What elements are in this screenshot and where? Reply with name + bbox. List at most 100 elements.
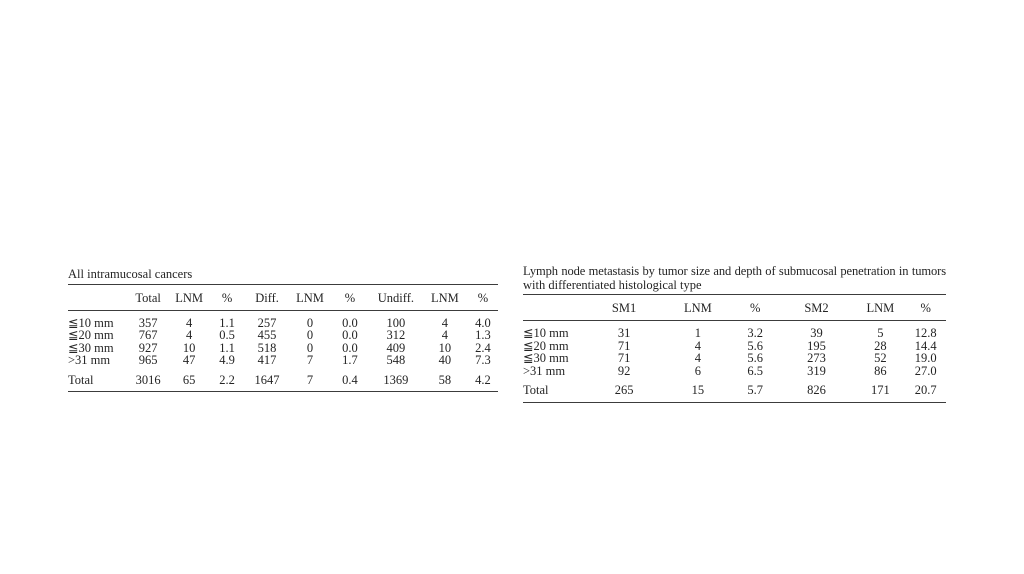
data-cell: 0.4 (329, 366, 370, 392)
data-cell: 417 (257, 353, 277, 367)
column-header: % (467, 284, 498, 311)
row-label: >31 mm (523, 363, 566, 378)
row-label: ≦30 mm (523, 351, 569, 365)
data-cell: 1.1 (219, 340, 235, 355)
data-cell: 319 (807, 363, 826, 378)
table-lymph-node-metastasis-submucosal: Lymph node metastasis by tumor size and … (523, 264, 946, 403)
row-label-header (68, 284, 129, 311)
table-row: ≦30 mm 71 4 5.6 273 52 19.0 (523, 352, 946, 365)
data-cell: 6.5 (747, 363, 763, 378)
data-cell: 20.7 (905, 377, 946, 403)
data-cell: 92 (617, 363, 631, 378)
data-cell: 19.0 (914, 351, 937, 365)
column-header: LNM (290, 284, 330, 311)
data-cell: 4 (694, 351, 702, 365)
data-cell: 0 (306, 328, 314, 342)
table-all-intramucosal-cancers: All intramucosal cancers Total LNM% Diff. L… (68, 267, 498, 392)
data-cell: 10 (182, 340, 196, 355)
caption-line: All intramucosal cancers (68, 267, 193, 281)
data-cell: 100 (386, 315, 406, 330)
data-cell: 5.6 (747, 351, 763, 365)
data-cell: 4.9 (219, 353, 235, 367)
column-header: Undiff. (369, 284, 422, 311)
data-cell: 826 (777, 377, 856, 403)
caption-line: Lymph node metastasis by tumor size and … (523, 264, 946, 278)
data-cell: 4.0 (475, 315, 491, 330)
data-cell: 0 (306, 315, 314, 330)
data-cell: 4 (441, 328, 448, 342)
data-cell: 518 (257, 340, 277, 355)
table-row: ≦10 mm 31 1 3.2 39 5 12.8 (523, 321, 946, 340)
data-cell: 927 (138, 340, 158, 355)
table-row: >31 mm 92 6 6.5 319 86 27.0 (523, 363, 946, 378)
data-cell: 5.6 (747, 338, 763, 353)
column-header: Total (128, 284, 169, 311)
row-label: ≦10 mm (68, 315, 114, 330)
data-cell: 5.7 (732, 377, 778, 403)
column-header: Diff. (244, 284, 291, 311)
column-header: LNM (421, 284, 468, 311)
data-cell: 7.3 (475, 353, 491, 367)
data-cell: 965 (138, 353, 158, 367)
column-header: % (905, 295, 946, 321)
data-cell: 265 (585, 377, 663, 403)
row-label: ≦10 mm (523, 326, 569, 340)
data-cell: 357 (138, 315, 158, 330)
data-cell: 65 (168, 366, 211, 392)
column-header: SM2 (777, 295, 856, 321)
data-cell: 71 (617, 351, 631, 365)
data-cell: 47 (182, 353, 196, 367)
data-table: SM1 LNM% SM2 LNM% ≦10 mm 31 1 3.2 39 5 12.8 ≦20 mm… (523, 295, 946, 403)
data-cell: 1647 (244, 366, 291, 392)
caption-line: with differentiated histological type (523, 277, 702, 292)
header-row: Total LNM% Diff. LNM% Undiff. LNM% (68, 284, 498, 311)
table-row: ≦20 mm 71 4 5.6 195 28 14.4 (523, 338, 946, 353)
data-cell: 0.0 (342, 328, 358, 342)
data-cell: 0 (306, 340, 314, 355)
total-row: Total 265 15 5.7 826 171 20.7 (523, 377, 946, 403)
data-cell: 195 (807, 338, 826, 353)
data-cell: 4.2 (467, 366, 498, 392)
data-cell: 40 (438, 353, 452, 367)
data-cell: 4 (185, 315, 193, 330)
data-cell: 14.4 (914, 338, 937, 353)
data-cell: 12.8 (914, 326, 937, 340)
data-cell: 1369 (369, 366, 422, 392)
data-cell: 3016 (128, 366, 169, 392)
data-cell: 52 (874, 351, 887, 365)
data-cell: 171 (855, 377, 906, 403)
table-row: ≦20 mm 767 4 0.5 455 0 0.0 312 4 1.3 (68, 329, 498, 342)
data-cell: 15 (663, 377, 733, 403)
data-cell: 7 (306, 353, 314, 367)
data-cell: 28 (874, 338, 887, 353)
data-cell: 7 (290, 366, 330, 392)
data-cell: 455 (257, 328, 277, 342)
data-cell: 86 (874, 363, 887, 378)
column-header: LNM (855, 295, 906, 321)
data-cell: 10 (438, 340, 452, 355)
data-cell: 4 (694, 338, 702, 353)
table-row: ≦10 mm 357 4 1.1 257 0 0.0 100 4 4.0 (68, 310, 498, 329)
column-header: % (210, 284, 245, 311)
column-header: LNM (663, 295, 733, 321)
data-cell: 31 (617, 326, 631, 340)
data-cell: 39 (810, 326, 823, 340)
row-label: ≦30 mm (68, 340, 114, 355)
data-cell: 0.0 (342, 315, 358, 330)
data-table: Total LNM% Diff. LNM% Undiff. LNM% ≦10 mm 357 4… (68, 284, 498, 392)
data-cell: 2.4 (475, 340, 491, 355)
table-caption: Lymph node metastasis by tumor size and … (523, 264, 946, 295)
data-cell: 0.0 (342, 340, 358, 355)
data-cell: 6 (694, 363, 702, 378)
data-cell: 58 (421, 366, 468, 392)
data-cell: 2.2 (210, 366, 245, 392)
table-row: ≦30 mm 927 10 1.1 518 0 0.0 409 10 2.4 (68, 340, 498, 355)
data-cell: 1.3 (475, 328, 491, 342)
data-cell: 5 (877, 326, 884, 340)
data-cell: 1 (694, 326, 702, 340)
row-label: Total (68, 366, 129, 392)
table-caption: All intramucosal cancers (68, 267, 498, 285)
data-cell: 0.5 (219, 328, 235, 342)
column-header: SM1 (585, 295, 663, 321)
